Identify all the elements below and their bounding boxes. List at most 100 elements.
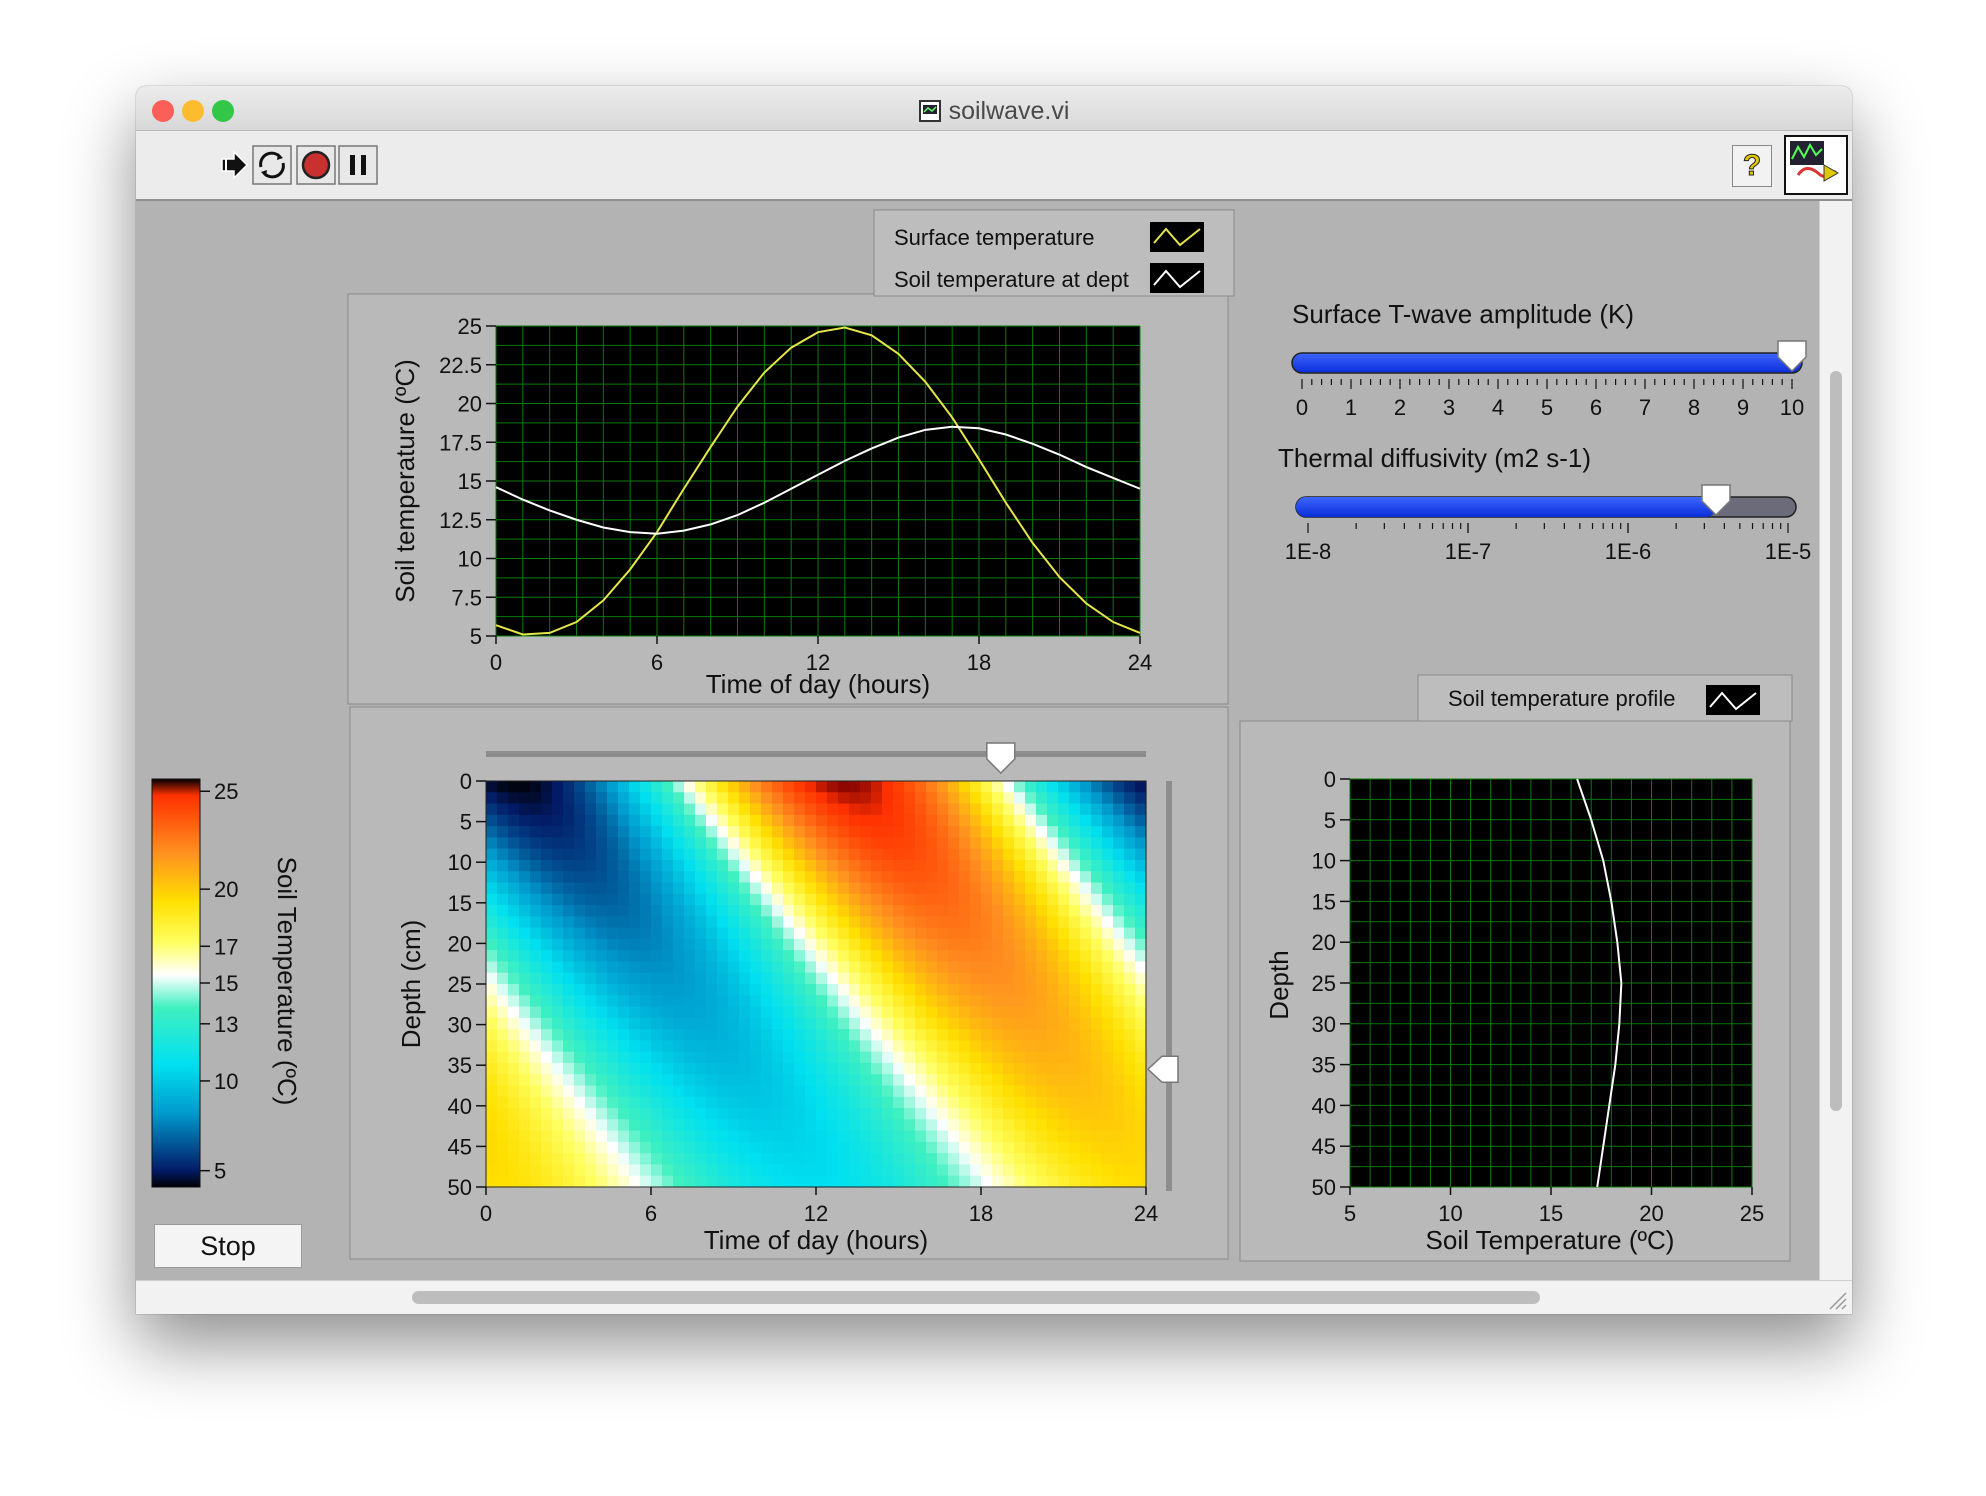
heatmap-cell: [717, 927, 729, 940]
pause-icon[interactable]: [338, 145, 378, 185]
heatmap-time-cursor-knob[interactable]: [986, 742, 1016, 775]
heatmap-cell: [937, 1141, 949, 1154]
heatmap-cell: [827, 950, 839, 963]
y-tick-label: 25: [1312, 971, 1336, 996]
heatmap-cell: [827, 814, 839, 827]
heatmap-cell: [1036, 1029, 1048, 1041]
heatmap-cell: [684, 1096, 696, 1109]
heatmap-cell: [530, 984, 542, 996]
heatmap-cell: [882, 781, 894, 793]
amplitude-slider-track[interactable]: [1291, 352, 1803, 374]
heatmap-cell: [871, 837, 883, 850]
heatmap-cell: [541, 1130, 553, 1143]
heatmap-cell: [640, 950, 652, 963]
heatmap-cell: [948, 826, 960, 838]
heatmap-cell: [662, 1029, 674, 1041]
heatmap-cell: [662, 905, 674, 917]
heatmap-cell: [508, 882, 520, 895]
heatmap-cell: [1135, 848, 1147, 861]
heatmap-cell: [497, 1074, 509, 1087]
heatmap-cell: [805, 1040, 817, 1053]
heatmap-cell: [904, 826, 916, 838]
heatmap-cell: [827, 927, 839, 940]
heatmap-cell: [695, 826, 707, 838]
heatmap-cell: [1080, 893, 1092, 906]
run-continuously-icon[interactable]: [252, 145, 292, 185]
heatmap-cell: [739, 893, 751, 906]
heatmap-cell: [937, 882, 949, 895]
heatmap-cell: [1091, 995, 1103, 1008]
heatmap-cell: [1036, 1074, 1048, 1087]
heatmap-cell: [662, 792, 674, 805]
heatmap-cell: [563, 905, 575, 917]
heatmap-cell: [838, 1062, 850, 1075]
context-help-button[interactable]: ?: [1732, 145, 1772, 187]
heatmap-cell: [904, 1141, 916, 1154]
diffusivity-slider-knob[interactable]: [1701, 484, 1731, 517]
heatmap-cell: [893, 1153, 905, 1166]
vertical-scroll-thumb[interactable]: [1830, 371, 1842, 1111]
heatmap-cell: [596, 961, 608, 974]
heatmap-cell: [904, 803, 916, 816]
heatmap-cell: [508, 984, 520, 996]
heatmap-cell: [904, 1017, 916, 1030]
heatmap-depth-cursor-knob[interactable]: [1146, 1055, 1179, 1084]
heatmap-cell: [519, 781, 531, 793]
heatmap-cell: [651, 916, 663, 929]
heatmap-cell: [563, 1017, 575, 1030]
heatmap-cell: [673, 826, 685, 838]
heatmap-cell: [607, 882, 619, 895]
heatmap-cell: [1014, 1040, 1026, 1053]
heatmap-cell: [1058, 995, 1070, 1008]
heatmap-cell: [926, 972, 938, 985]
heatmap-cell: [739, 1074, 751, 1087]
heatmap-cell: [607, 905, 619, 917]
heatmap-cell: [783, 1164, 795, 1177]
heatmap-cell: [926, 837, 938, 850]
heatmap-cell: [739, 1040, 751, 1053]
heatmap-cell: [871, 1119, 883, 1132]
heatmap-cell: [717, 1164, 729, 1177]
zoom-button[interactable]: [212, 100, 234, 122]
heatmap-cell: [673, 961, 685, 974]
heatmap-cell: [640, 893, 652, 906]
horizontal-scrollbar[interactable]: [136, 1280, 1852, 1314]
heatmap-cell: [860, 814, 872, 827]
heatmap-cell: [1113, 972, 1125, 985]
heatmap-cell: [541, 984, 553, 996]
heatmap-cell: [629, 1096, 641, 1109]
heatmap-cell: [915, 814, 927, 827]
heatmap-cell: [585, 1096, 597, 1109]
close-button[interactable]: [152, 100, 174, 122]
horizontal-scroll-thumb[interactable]: [412, 1291, 1540, 1304]
heatmap-cell: [772, 950, 784, 963]
heatmap-cell: [750, 1017, 762, 1030]
stop-button[interactable]: Stop: [154, 1224, 302, 1268]
heatmap-cell: [893, 893, 905, 906]
vertical-scrollbar[interactable]: [1819, 201, 1852, 1280]
heatmap-cell: [805, 803, 817, 816]
amplitude-slider-knob[interactable]: [1777, 340, 1807, 373]
heatmap-cell: [849, 1062, 861, 1075]
heatmap-cell: [508, 1062, 520, 1075]
heatmap-cell: [519, 1096, 531, 1109]
heatmap-cell: [970, 837, 982, 850]
x-tick-label: 10: [1438, 1201, 1462, 1226]
heatmap-cell: [1014, 871, 1026, 884]
heatmap-cell: [651, 1006, 663, 1019]
help-icon: ?: [1742, 149, 1762, 183]
heatmap-cell: [893, 1108, 905, 1120]
run-arrow-icon[interactable]: [216, 145, 252, 185]
abort-icon[interactable]: [296, 145, 336, 185]
profile-chart-x-label: Soil Temperature (ºC): [1426, 1225, 1675, 1255]
heatmap-cell: [607, 1051, 619, 1064]
minimize-button[interactable]: [182, 100, 204, 122]
heatmap-cell: [728, 1096, 740, 1109]
heatmap-cell: [849, 1017, 861, 1030]
heatmap-cell: [827, 803, 839, 816]
heatmap-cell: [1069, 950, 1081, 963]
resize-grip-icon[interactable]: [1826, 1289, 1848, 1311]
heatmap-cell: [739, 1164, 751, 1177]
heatmap-cell: [926, 938, 938, 951]
legend-surface-temperature: Surface temperature: [894, 225, 1095, 250]
